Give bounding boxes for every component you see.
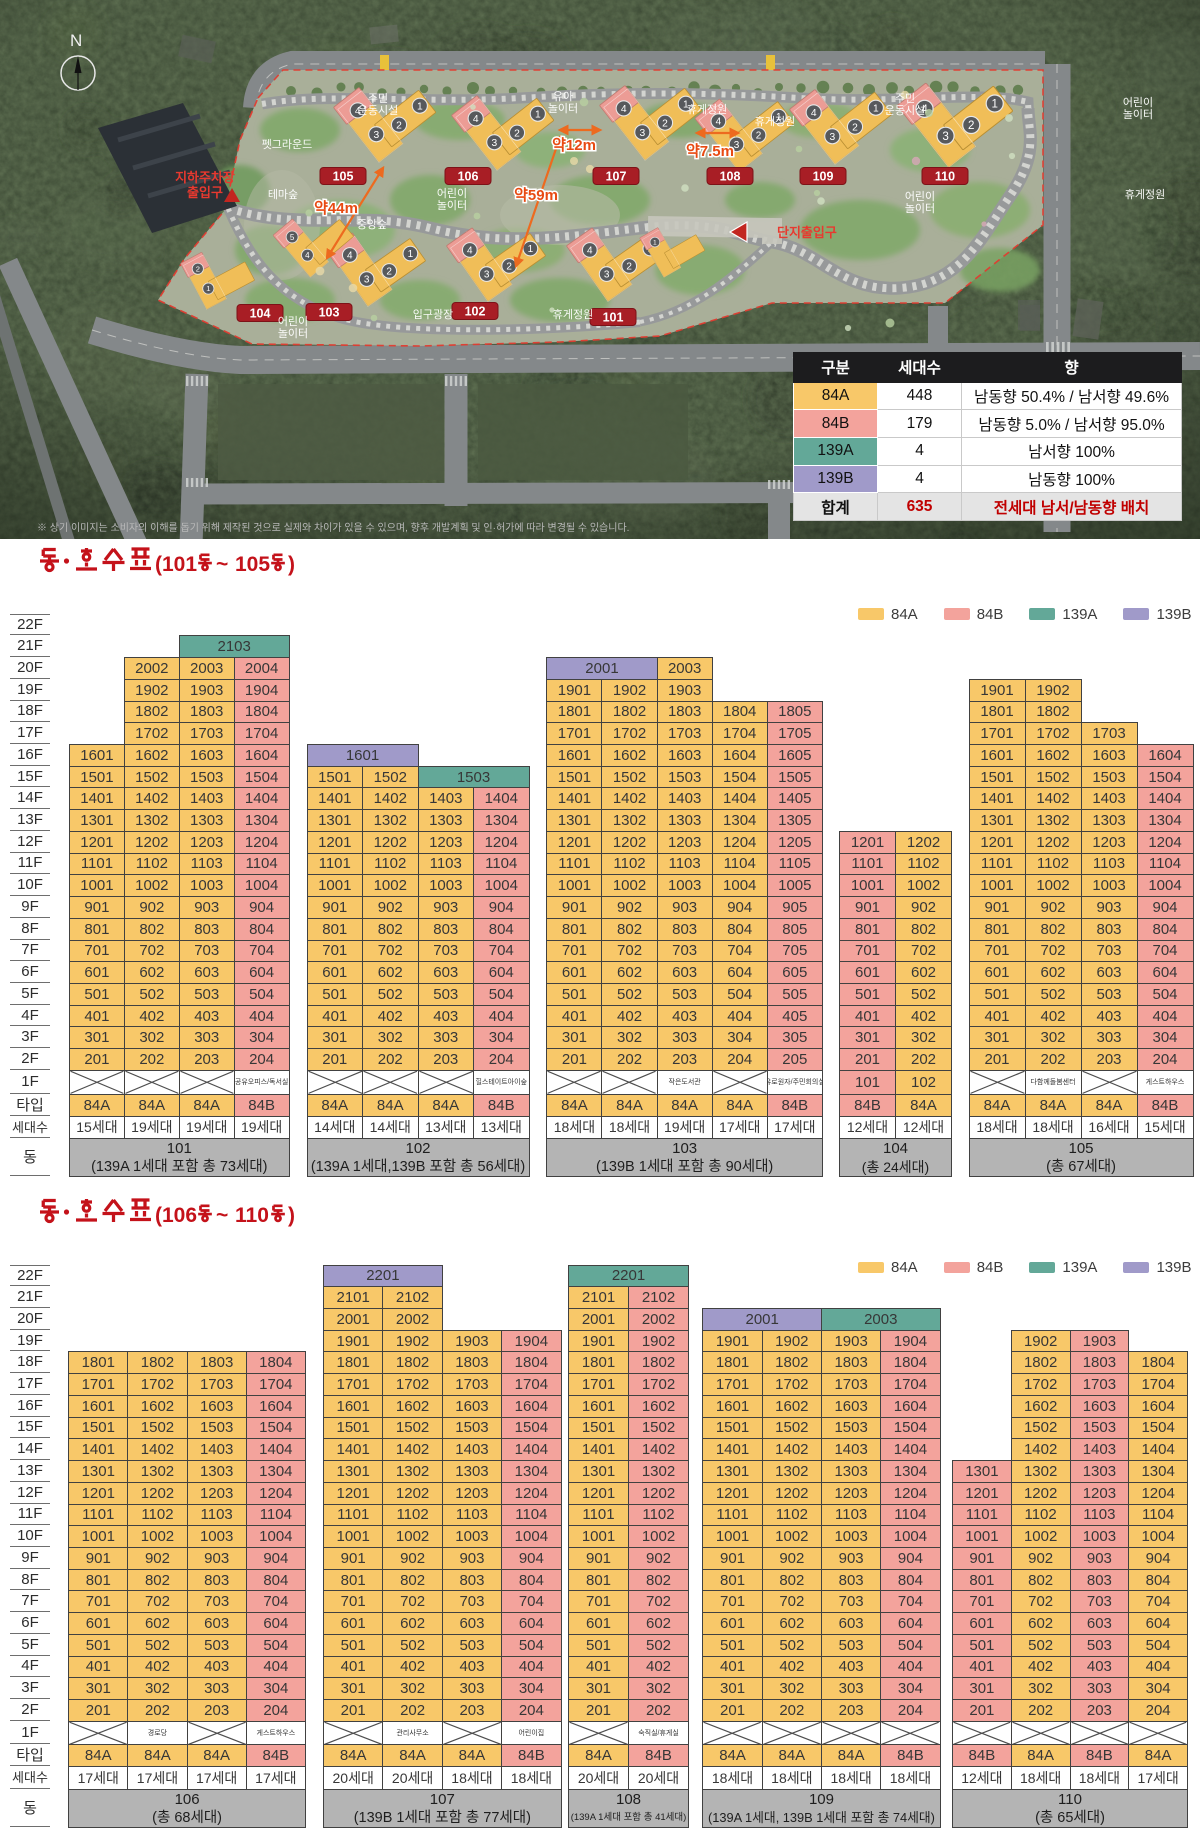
svg-text:약59m: 약59m <box>514 186 558 204</box>
svg-text:2: 2 <box>506 262 512 273</box>
svg-text:4: 4 <box>587 246 593 257</box>
svg-text:테마숲: 테마숲 <box>268 188 298 201</box>
svg-text:~: ~ <box>216 553 228 576</box>
svg-text:놀이터: 놀이터 <box>437 199 467 212</box>
svg-text:(: ( <box>155 1204 162 1227</box>
svg-text:5: 5 <box>290 233 295 242</box>
svg-text:4: 4 <box>467 246 473 257</box>
svg-text:(: ( <box>155 553 162 576</box>
svg-text:입구광장: 입구광장 <box>413 308 453 321</box>
svg-text:101: 101 <box>603 311 624 325</box>
svg-text:놀이터: 놀이터 <box>278 327 308 340</box>
svg-text:3: 3 <box>604 270 610 281</box>
svg-text:4: 4 <box>305 251 310 260</box>
svg-text:1: 1 <box>991 99 997 111</box>
svg-text:2: 2 <box>196 264 200 273</box>
svg-text:지하주차장: 지하주차장 <box>175 170 235 185</box>
svg-text:1: 1 <box>653 239 657 246</box>
svg-text:103: 103 <box>319 306 340 320</box>
svg-text:운동시설: 운동시설 <box>358 104 398 117</box>
svg-text:105: 105 <box>333 170 354 184</box>
svg-text:106: 106 <box>458 170 479 184</box>
svg-text:4: 4 <box>921 104 928 116</box>
svg-text:1: 1 <box>535 109 541 120</box>
svg-text:휴게정원: 휴게정원 <box>687 103 727 116</box>
svg-text:2: 2 <box>396 120 402 131</box>
svg-text:102: 102 <box>465 305 486 319</box>
svg-text:1: 1 <box>528 244 534 255</box>
svg-text:3: 3 <box>639 128 645 139</box>
svg-text:휴게정원: 휴게정원 <box>553 308 593 321</box>
svg-text:어린이: 어린이 <box>278 315 308 328</box>
svg-text:107: 107 <box>606 170 627 184</box>
svg-text:4: 4 <box>716 117 722 128</box>
svg-text:110: 110 <box>235 1204 269 1227</box>
svg-text:약44m: 약44m <box>314 199 358 217</box>
svg-text:어린이: 어린이 <box>1123 96 1153 109</box>
svg-text:3: 3 <box>484 270 490 281</box>
svg-text:놀이터: 놀이터 <box>548 102 578 115</box>
svg-text:출입구: 출입구 <box>187 185 223 200</box>
svg-text:2: 2 <box>852 122 858 133</box>
svg-text:N: N <box>70 31 82 50</box>
svg-text:2: 2 <box>514 128 520 139</box>
svg-text:): ) <box>288 553 295 576</box>
svg-text:3: 3 <box>734 140 740 151</box>
svg-text:중앙숲: 중앙숲 <box>357 218 387 231</box>
svg-text:1: 1 <box>873 103 879 114</box>
svg-text:2: 2 <box>626 262 632 273</box>
svg-text:109: 109 <box>813 170 834 184</box>
svg-text:2: 2 <box>756 131 762 142</box>
svg-text:2: 2 <box>662 118 668 129</box>
svg-text:1: 1 <box>206 284 210 293</box>
svg-text:주민: 주민 <box>368 92 388 105</box>
svg-text:단지출입구: 단지출입구 <box>777 225 837 240</box>
svg-text:~: ~ <box>216 1204 228 1227</box>
svg-text:1: 1 <box>417 101 423 112</box>
svg-text:4: 4 <box>621 104 627 115</box>
svg-text:1: 1 <box>408 249 414 260</box>
svg-text:): ) <box>288 1204 295 1227</box>
svg-text:휴게정원: 휴게정원 <box>1125 188 1165 201</box>
svg-text:펫그라운드: 펫그라운드 <box>262 138 313 151</box>
svg-text:2: 2 <box>386 267 392 278</box>
svg-text:106: 106 <box>162 1204 197 1227</box>
svg-text:4: 4 <box>473 114 479 125</box>
svg-text:1: 1 <box>683 99 689 110</box>
svg-text:약12m: 약12m <box>552 136 596 154</box>
svg-text:놀이터: 놀이터 <box>905 202 935 215</box>
svg-text:101: 101 <box>162 553 197 576</box>
svg-text:108: 108 <box>720 170 741 184</box>
svg-text:어린이: 어린이 <box>437 187 467 200</box>
svg-text:어린이: 어린이 <box>905 190 935 203</box>
svg-text:3: 3 <box>942 131 948 143</box>
svg-text:4: 4 <box>355 106 361 117</box>
svg-text:운동시설: 운동시설 <box>885 104 925 117</box>
svg-text:105: 105 <box>235 553 270 576</box>
svg-text:3: 3 <box>373 130 379 141</box>
svg-text:2: 2 <box>968 120 974 132</box>
svg-text:1: 1 <box>776 112 782 123</box>
svg-text:3: 3 <box>829 132 835 143</box>
svg-text:3: 3 <box>491 138 497 149</box>
svg-text:4: 4 <box>811 108 817 119</box>
svg-text:104: 104 <box>250 307 271 321</box>
svg-text:3: 3 <box>364 275 370 286</box>
svg-text:주민: 주민 <box>895 92 915 105</box>
svg-text:놀이터: 놀이터 <box>1123 108 1153 121</box>
svg-text:110: 110 <box>935 170 955 184</box>
svg-text:약7.5m: 약7.5m <box>686 142 734 160</box>
svg-text:유아: 유아 <box>553 90 573 103</box>
svg-text:휴게정원: 휴게정원 <box>755 115 795 128</box>
svg-text:4: 4 <box>347 251 353 262</box>
